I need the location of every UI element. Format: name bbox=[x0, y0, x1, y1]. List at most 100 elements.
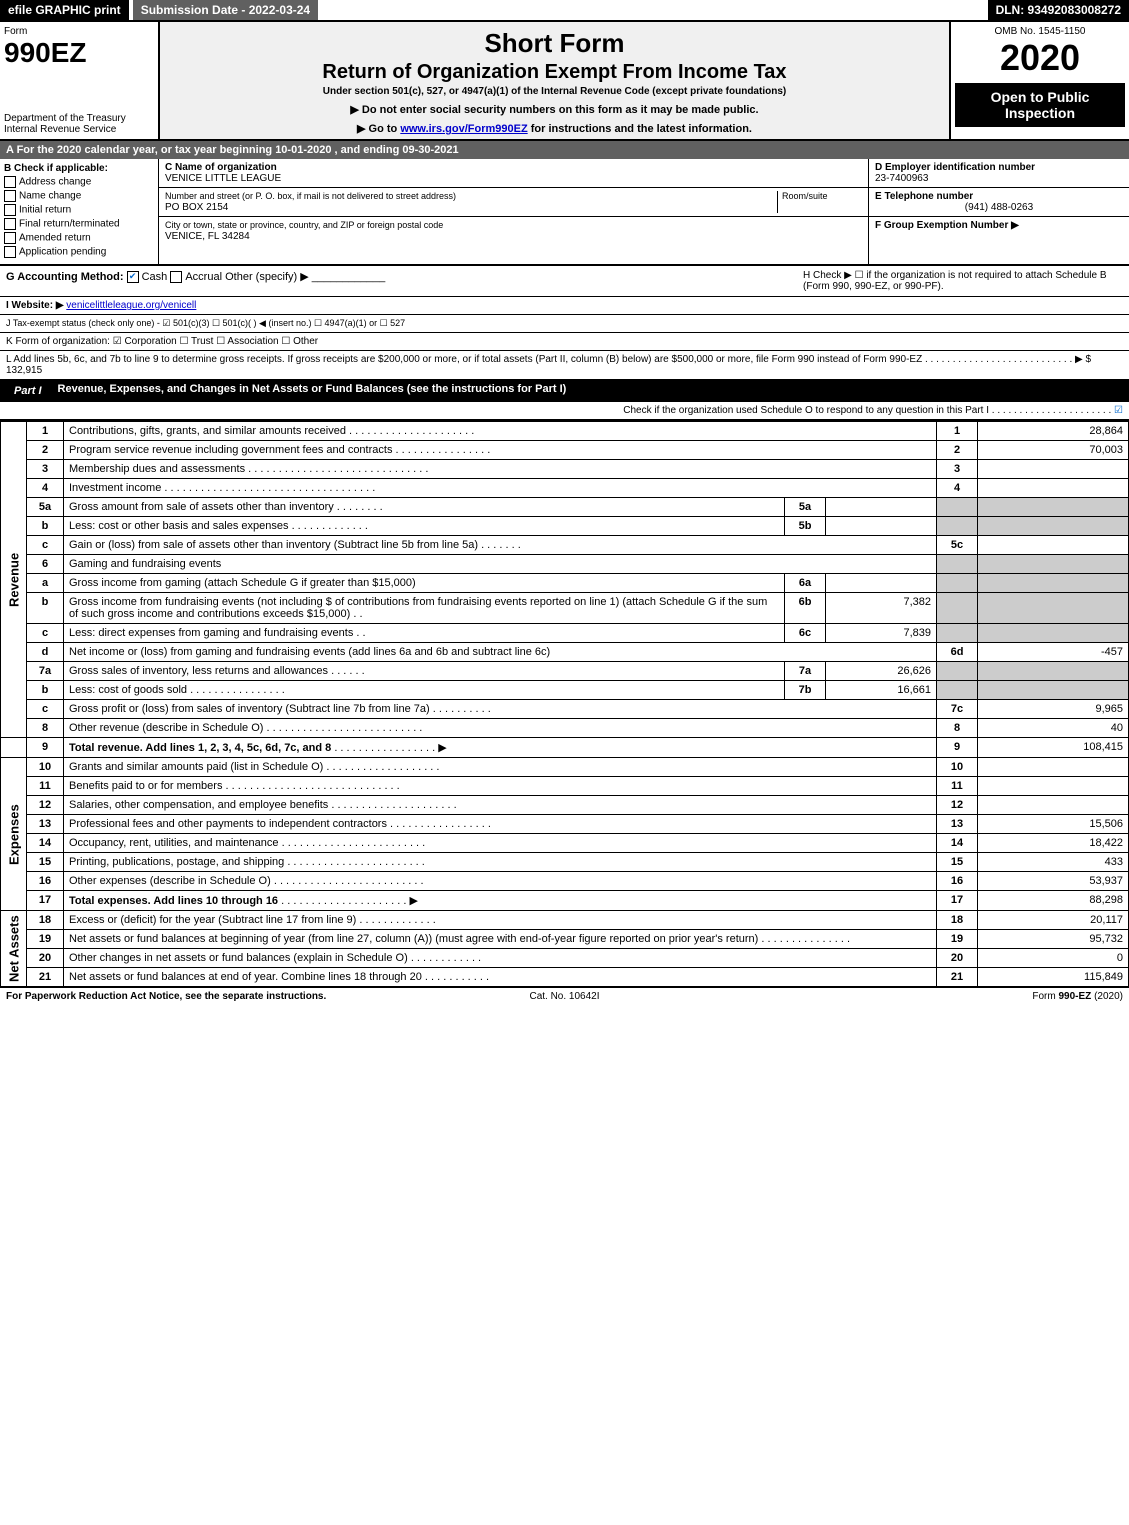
chk-accrual[interactable] bbox=[170, 271, 182, 283]
netassets-label: Net Assets bbox=[1, 911, 27, 987]
line6b-desc: Gross income from fundraising events (no… bbox=[69, 596, 767, 620]
line6-desc: Gaming and fundraising events bbox=[64, 555, 937, 574]
lines-table: Revenue 1 Contributions, gifts, grants, … bbox=[0, 421, 1129, 987]
line9-desc: Total revenue. Add lines 1, 2, 3, 4, 5c,… bbox=[69, 742, 331, 754]
line6d-amount: -457 bbox=[978, 643, 1129, 662]
line7a-amount: 26,626 bbox=[826, 662, 937, 681]
line3-desc: Membership dues and assessments bbox=[69, 463, 245, 475]
line19-desc: Net assets or fund balances at beginning… bbox=[69, 933, 758, 945]
line7c-amount: 9,965 bbox=[978, 700, 1129, 719]
chk-final-return[interactable]: Final return/terminated bbox=[4, 218, 154, 230]
line7b-desc: Less: cost of goods sold bbox=[69, 684, 187, 696]
header-left: Form 990EZ Department of the Treasury In… bbox=[0, 22, 160, 139]
line16-desc: Other expenses (describe in Schedule O) bbox=[69, 875, 271, 887]
line21-desc: Net assets or fund balances at end of ye… bbox=[69, 971, 422, 983]
chk-cash[interactable] bbox=[127, 271, 139, 283]
irs-link[interactable]: www.irs.gov/Form990EZ bbox=[400, 123, 527, 135]
section-h: H Check ▶ ☐ if the organization is not r… bbox=[797, 266, 1129, 296]
form-header: Form 990EZ Department of the Treasury In… bbox=[0, 22, 1129, 141]
section-l: L Add lines 5b, 6c, and 7b to line 9 to … bbox=[0, 351, 1129, 380]
part1-checkbox[interactable]: ☑ bbox=[1114, 405, 1123, 416]
line1-amount: 28,864 bbox=[978, 422, 1129, 441]
line5a-desc: Gross amount from sale of assets other t… bbox=[69, 501, 334, 513]
line2-desc: Program service revenue including govern… bbox=[69, 444, 392, 456]
line20-desc: Other changes in net assets or fund bala… bbox=[69, 952, 408, 964]
chk-amended-return[interactable]: Amended return bbox=[4, 232, 154, 244]
website-label: I Website: ▶ bbox=[6, 300, 64, 311]
line20-amount: 0 bbox=[978, 949, 1129, 968]
info-grid: B Check if applicable: Address change Na… bbox=[0, 159, 1129, 266]
section-g: G Accounting Method: Cash Accrual Other … bbox=[0, 266, 797, 296]
line19-amount: 95,732 bbox=[978, 930, 1129, 949]
gross-receipts: 132,915 bbox=[6, 365, 42, 376]
dept-treasury: Department of the Treasury bbox=[4, 113, 154, 124]
top-bar: efile GRAPHIC print Submission Date - 20… bbox=[0, 0, 1129, 22]
room-label: Room/suite bbox=[782, 191, 828, 201]
footer: For Paperwork Reduction Act Notice, see … bbox=[0, 987, 1129, 1005]
line5c-desc: Gain or (loss) from sale of assets other… bbox=[69, 539, 478, 551]
line18-desc: Excess or (deficit) for the year (Subtra… bbox=[69, 914, 356, 926]
section-e: E Telephone number (941) 488-0263 bbox=[869, 188, 1129, 217]
part1-title: Revenue, Expenses, and Changes in Net As… bbox=[58, 383, 567, 399]
line17-amount: 88,298 bbox=[978, 891, 1129, 911]
note-link: ▶ Go to www.irs.gov/Form990EZ for instru… bbox=[164, 122, 945, 135]
note-ssn: ▶ Do not enter social security numbers o… bbox=[164, 103, 945, 116]
line7a-desc: Gross sales of inventory, less returns a… bbox=[69, 665, 328, 677]
section-b-heading: B Check if applicable: bbox=[4, 163, 108, 174]
tax-year: 2020 bbox=[955, 37, 1125, 79]
revenue-label: Revenue bbox=[1, 422, 27, 738]
part1-label: Part I bbox=[6, 383, 50, 399]
line6b-amount: 7,382 bbox=[826, 593, 937, 624]
section-j: J Tax-exempt status (check only one) - ☑… bbox=[0, 315, 1129, 333]
group-exemption-label: F Group Exemption Number ▶ bbox=[875, 220, 1019, 231]
website-link[interactable]: venicelittleleague.org/venicell bbox=[66, 300, 196, 311]
line12-desc: Salaries, other compensation, and employ… bbox=[69, 799, 328, 811]
footer-catno: Cat. No. 10642I bbox=[378, 991, 750, 1002]
tax-period-row: A For the 2020 calendar year, or tax yea… bbox=[0, 141, 1129, 159]
part1-header: Part I Revenue, Expenses, and Changes in… bbox=[0, 380, 1129, 402]
open-public: Open to Public Inspection bbox=[955, 83, 1125, 127]
line21-amount: 115,849 bbox=[978, 968, 1129, 987]
dln: DLN: 93492083008272 bbox=[988, 0, 1129, 20]
line7c-desc: Gross profit or (loss) from sales of inv… bbox=[69, 703, 430, 715]
section-d: D Employer identification number 23-7400… bbox=[869, 159, 1129, 188]
line13-amount: 15,506 bbox=[978, 815, 1129, 834]
expenses-label: Expenses bbox=[1, 758, 27, 911]
footer-right: Form 990-EZ (2020) bbox=[751, 991, 1123, 1002]
chk-initial-return[interactable]: Initial return bbox=[4, 204, 154, 216]
line15-amount: 433 bbox=[978, 853, 1129, 872]
accounting-label: G Accounting Method: bbox=[6, 271, 124, 283]
form-label: Form bbox=[4, 26, 154, 37]
efile-label[interactable]: efile GRAPHIC print bbox=[0, 0, 129, 20]
chk-address-change[interactable]: Address change bbox=[4, 176, 154, 188]
section-b: B Check if applicable: Address change Na… bbox=[0, 159, 159, 264]
section-k: K Form of organization: ☑ Corporation ☐ … bbox=[0, 333, 1129, 351]
line16-amount: 53,937 bbox=[978, 872, 1129, 891]
line13-desc: Professional fees and other payments to … bbox=[69, 818, 387, 830]
chk-name-change[interactable]: Name change bbox=[4, 190, 154, 202]
subtitle: Under section 501(c), 527, or 4947(a)(1)… bbox=[164, 86, 945, 97]
line6c-desc: Less: direct expenses from gaming and fu… bbox=[69, 627, 353, 639]
line14-amount: 18,422 bbox=[978, 834, 1129, 853]
line4-desc: Investment income bbox=[69, 482, 161, 494]
line9-amount: 108,415 bbox=[978, 738, 1129, 758]
section-g-h: G Accounting Method: Cash Accrual Other … bbox=[0, 266, 1129, 297]
section-l-text: L Add lines 5b, 6c, and 7b to line 9 to … bbox=[6, 354, 922, 365]
addr: PO BOX 2154 bbox=[165, 202, 228, 213]
return-title: Return of Organization Exempt From Incom… bbox=[164, 61, 945, 84]
ein-label: D Employer identification number bbox=[875, 162, 1035, 173]
chk-application-pending[interactable]: Application pending bbox=[4, 246, 154, 258]
line5b-desc: Less: cost or other basis and sales expe… bbox=[69, 520, 289, 532]
line6c-amount: 7,839 bbox=[826, 624, 937, 643]
part1-check: Check if the organization used Schedule … bbox=[0, 402, 1129, 421]
submission-date: Submission Date - 2022-03-24 bbox=[133, 0, 318, 20]
section-i: I Website: ▶ venicelittleleague.org/veni… bbox=[0, 297, 1129, 315]
org-name: VENICE LITTLE LEAGUE bbox=[165, 173, 281, 184]
header-center: Short Form Return of Organization Exempt… bbox=[160, 22, 951, 139]
info-right: D Employer identification number 23-7400… bbox=[869, 159, 1129, 264]
label-city: City or town, state or province, country… bbox=[165, 220, 443, 230]
addr-row: Number and street (or P. O. box, if mail… bbox=[159, 188, 868, 217]
other-specify: Other (specify) ▶ bbox=[225, 271, 309, 283]
city: VENICE, FL 34284 bbox=[165, 231, 250, 242]
short-form-title: Short Form bbox=[164, 28, 945, 59]
